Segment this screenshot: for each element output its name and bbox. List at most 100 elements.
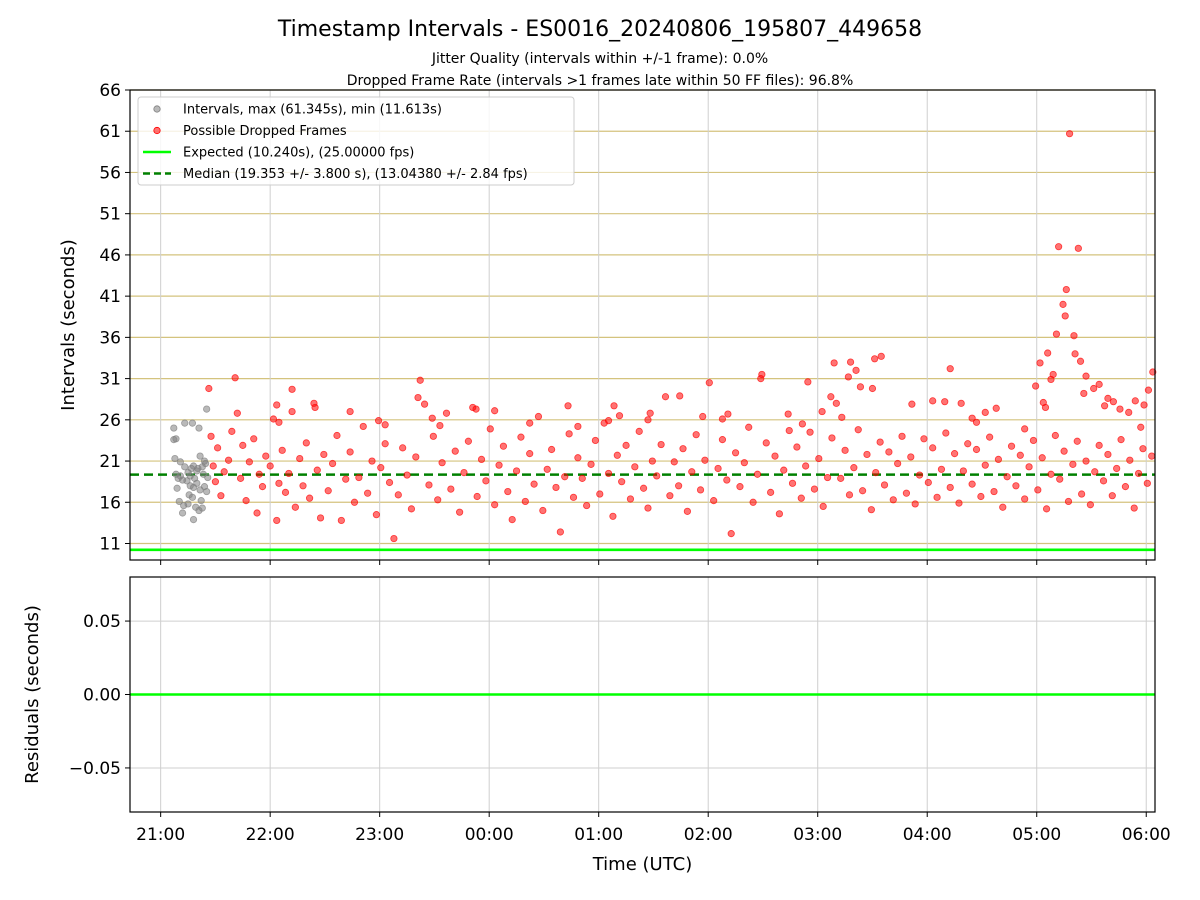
residuals-y-axis-label: Residuals (seconds) <box>22 605 43 784</box>
dropped-frame-point <box>275 418 283 426</box>
dropped-frame-point <box>646 409 654 417</box>
dropped-frame-point <box>981 408 989 417</box>
legend-label: Expected (10.240s), (25.00000 fps) <box>183 146 414 161</box>
dropped-frame-point <box>302 439 310 447</box>
dropped-frame-point <box>1060 447 1068 455</box>
dropped-frame-point <box>1082 457 1090 465</box>
dropped-frame-point <box>830 359 838 367</box>
dropped-frame-point <box>1065 130 1074 138</box>
dropped-frame-point <box>543 465 551 473</box>
dropped-frame-point <box>898 432 906 440</box>
x-tick-label: 01:00 <box>574 825 623 845</box>
interval-point <box>183 477 191 485</box>
dropped-frame-point <box>495 461 503 469</box>
dropped-frame-point <box>574 422 582 431</box>
dropped-frame-point <box>486 425 494 433</box>
interval-point <box>200 457 209 465</box>
y-tick-label: 31 <box>99 370 121 390</box>
dropped-frame-point <box>1117 436 1125 444</box>
dropped-frame-point <box>1059 300 1067 308</box>
dropped-frame-point <box>736 483 744 491</box>
dropped-frame-point <box>1109 398 1117 406</box>
dropped-frame-point <box>841 446 849 454</box>
interval-point <box>197 497 205 505</box>
dropped-frame-point <box>534 412 543 421</box>
dropped-frame-point <box>1007 442 1016 450</box>
dropped-frame-point <box>815 454 823 463</box>
intervals-axes-frame <box>129 89 1156 561</box>
dropped-frame-point <box>832 399 840 407</box>
dropped-frame-point <box>403 471 411 479</box>
dropped-frame-point <box>924 478 932 487</box>
dropped-frame-point <box>780 466 788 474</box>
dropped-frame-point <box>1140 401 1148 409</box>
dropped-frame-point <box>1125 408 1133 417</box>
dropped-frame-point <box>328 459 337 468</box>
dropped-frame-point <box>311 403 319 412</box>
dropped-frame-point <box>1078 490 1086 498</box>
residuals-plot: −0.05 0.00 0.05 21:00 22:00 23:00 00:00 01:00 02… <box>22 576 1171 875</box>
y-tick-label: 66 <box>99 81 121 101</box>
dropped-frame-point <box>333 431 341 440</box>
dropped-frame-point <box>275 479 283 487</box>
chart-subtitle-dropped: Dropped Frame Rate (intervals >1 frames … <box>347 73 854 89</box>
dropped-frame-point <box>499 442 508 450</box>
dropped-frame-point <box>1052 330 1061 338</box>
legend-marker <box>153 126 161 135</box>
dropped-frame-point <box>626 495 635 503</box>
dropped-frame-point <box>425 481 433 489</box>
x-tick-label: 23:00 <box>355 825 404 845</box>
dropped-frame-point <box>1036 359 1044 367</box>
dropped-frame-point <box>710 497 718 505</box>
dropped-frame-point <box>806 428 814 436</box>
y-tick-label: 56 <box>99 163 121 183</box>
dropped-frame-point <box>587 460 595 468</box>
dropped-frame-point <box>819 502 827 511</box>
dropped-frame-point <box>291 503 299 511</box>
dropped-frame-point <box>1055 243 1063 251</box>
interval-point <box>181 463 189 471</box>
dropped-frame-point <box>428 414 436 422</box>
dropped-frame-point <box>990 487 998 496</box>
legend: Intervals, max (61.345s), min (11.613s) P… <box>137 96 575 186</box>
interval-point <box>170 424 178 432</box>
dropped-frame-point <box>1038 454 1046 462</box>
dropped-frame-point <box>785 426 793 435</box>
dropped-frame-point <box>394 491 402 499</box>
dropped-frame-point <box>377 464 385 472</box>
dropped-frame-point <box>828 434 836 442</box>
dropped-frame-point <box>818 407 826 416</box>
dropped-frame-point <box>846 358 855 366</box>
dropped-frame-point <box>1090 384 1098 393</box>
dropped-frame-point <box>442 409 451 417</box>
legend-box <box>137 96 575 186</box>
dropped-frame-point <box>1134 469 1143 478</box>
intervals-ticks: 11 16 21 26 31 36 41 46 51 56 61 66 <box>99 81 1147 565</box>
dropped-frame-point <box>1056 475 1064 483</box>
dropped-frame-point <box>946 483 954 492</box>
dropped-frame-point <box>942 429 950 437</box>
dropped-frame-point <box>447 485 455 493</box>
y-tick-label: 16 <box>99 493 121 513</box>
dropped-frame-point <box>968 414 976 422</box>
dropped-frame-point <box>583 501 591 510</box>
dropped-frame-point <box>929 444 937 452</box>
dropped-frame-point <box>718 436 727 444</box>
dropped-frame-point <box>802 462 810 470</box>
dropped-frame-point <box>477 455 486 464</box>
dropped-frame-point <box>539 506 547 515</box>
dropped-frame-point <box>1044 349 1052 357</box>
dropped-frame-point <box>374 417 383 425</box>
dropped-frame-point <box>1070 332 1078 340</box>
dropped-frame-point <box>548 445 556 454</box>
x-tick-label: 03:00 <box>793 825 842 845</box>
dropped-frame-point <box>1061 312 1069 320</box>
y-tick-label: 0.00 <box>83 686 121 706</box>
dropped-frame-point <box>313 466 321 474</box>
dropped-frame-point <box>305 494 314 502</box>
dropped-frame-point <box>876 438 884 446</box>
dropped-frame-point <box>456 508 464 516</box>
dropped-frame-point <box>749 498 757 506</box>
dropped-frame-point <box>1104 394 1112 402</box>
dropped-frame-point <box>1130 504 1138 512</box>
